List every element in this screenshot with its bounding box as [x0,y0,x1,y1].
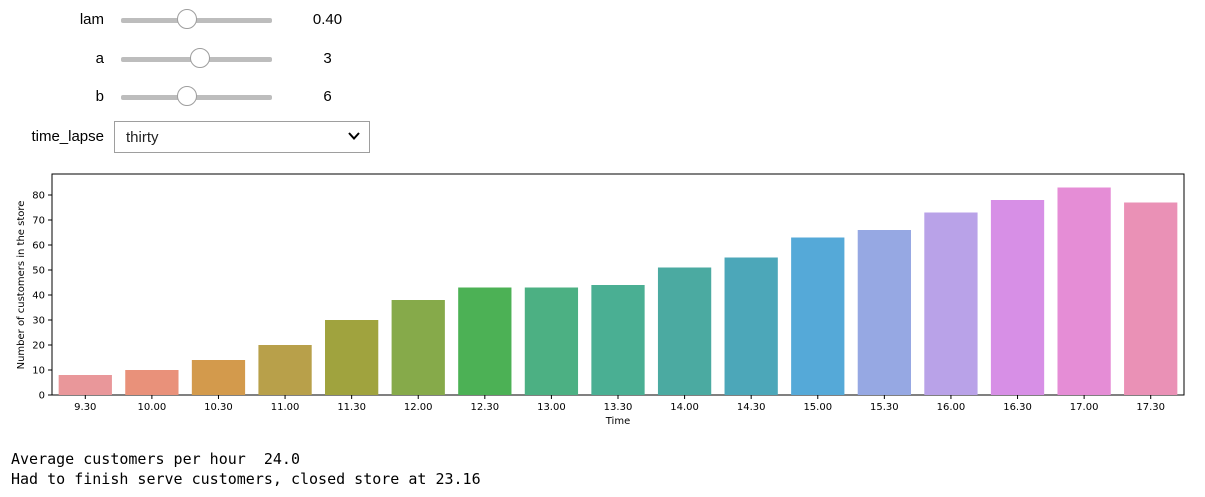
slider-value-b[interactable]: 6 [323,88,332,105]
bar-13.00 [524,287,579,395]
x-tick-label: 11.30 [337,402,366,413]
x-tick-label: 12.00 [404,402,433,413]
slider-value-lam[interactable]: 0.40 [312,11,343,28]
x-tick-label: 13.30 [604,402,633,413]
slider-label-b: b [95,88,104,105]
x-tick-label: 13.00 [537,402,566,413]
x-tick-label: 16.30 [1003,402,1032,413]
bar-10.30 [191,360,246,395]
slider-value-a[interactable]: 3 [323,50,332,67]
bars-group [58,187,1178,395]
bar-11.00 [258,345,312,395]
x-tick-label: 17.00 [1070,402,1099,413]
y-tick-label: 10 [32,366,45,377]
bar-15.00 [791,237,845,395]
time-lapse-dropdown[interactable]: thirty [114,121,370,153]
x-tick-label: 14.30 [737,402,766,413]
bar-16.00 [924,212,978,395]
y-tick-label: 20 [32,341,45,352]
bar-16.30 [990,200,1045,395]
x-tick-label: 11.00 [271,402,300,413]
bar-chart: 0 10 20 30 40 50 60 70 80 9.30 10.00 10.30 11.00 11.… [16,173,1185,427]
y-ticks-group: 0 10 20 30 40 50 60 70 80 [32,191,52,402]
y-tick-label: 60 [32,241,45,252]
y-tick-label: 70 [32,216,45,227]
slider-thumb-b[interactable] [177,86,198,106]
x-tick-label: 12.30 [471,402,500,413]
x-tick-label: 10.00 [138,402,167,413]
bar-15.30 [857,230,911,395]
slider-track-b[interactable] [121,86,272,106]
bar-9.30 [58,375,112,395]
bar-13.30 [591,285,645,395]
bar-14.00 [657,267,712,395]
bar-12.00 [391,300,445,395]
x-ticks-group: 9.30 10.00 10.30 11.00 11.30 12.00 12.30 13.00 1… [74,395,1165,413]
slider-row-a: a 3 [0,47,420,71]
dropdown-selected-value: thirty [126,129,159,146]
y-tick-label: 0 [39,391,45,402]
x-tick-label: 16.00 [937,402,966,413]
slider-label-a: a [95,50,104,67]
bar-12.30 [458,287,512,395]
x-tick-label: 9.30 [74,402,96,413]
dropdown-label-time-lapse: time_lapse [31,128,104,145]
slider-thumb-a[interactable] [189,48,210,68]
y-tick-label: 30 [32,316,45,327]
slider-label-lam: lam [79,11,104,28]
slider-row-b: b 6 [0,85,420,109]
bar-17.00 [1057,187,1111,395]
slider-row-lam: lam 0.40 [0,8,420,32]
output-line-average: Average customers per hour 24.0 [11,450,300,468]
x-tick-label: 14.00 [670,402,699,413]
y-tick-label: 40 [32,291,45,302]
output-line-closed: Had to finish serve customers, closed st… [11,470,481,488]
bar-14.30 [724,257,778,395]
chevron-down-icon [348,132,360,140]
bar-10.00 [125,370,179,395]
slider-track-a[interactable] [121,48,272,68]
x-tick-label: 10.30 [204,402,233,413]
slider-thumb-lam[interactable] [177,9,198,29]
bar-17.30 [1124,202,1178,395]
x-tick-label: 15.30 [870,402,899,413]
x-tick-label: 15.00 [803,402,832,413]
x-axis-label: Time [605,416,630,427]
x-tick-label: 17.30 [1136,402,1165,413]
y-axis-label: Number of customers in the store [16,201,27,370]
y-tick-label: 50 [32,266,45,277]
slider-track-lam[interactable] [121,9,272,29]
bar-11.30 [325,320,379,395]
y-tick-label: 80 [32,191,45,202]
